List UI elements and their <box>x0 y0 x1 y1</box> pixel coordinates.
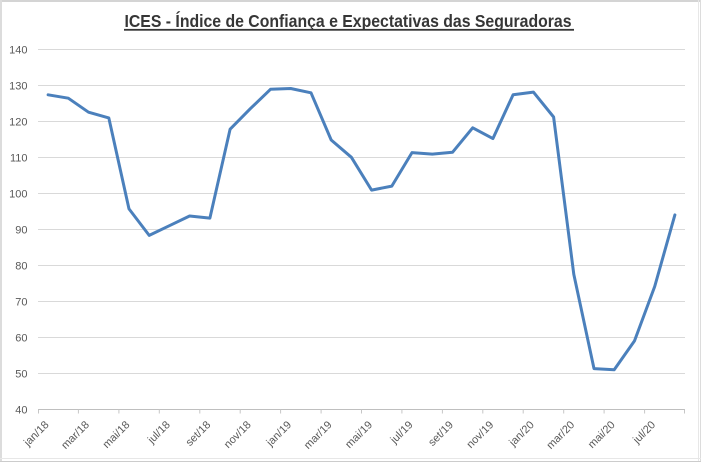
svg-text:jul/19: jul/19 <box>388 419 416 447</box>
svg-text:nov/18: nov/18 <box>222 419 254 451</box>
svg-text:mai/20: mai/20 <box>586 419 618 451</box>
svg-text:jan/18: jan/18 <box>21 419 51 449</box>
svg-text:ICES - Índice de Confiança e E: ICES - Índice de Confiança e Expectativa… <box>125 10 572 31</box>
svg-text:jul/18: jul/18 <box>145 419 173 447</box>
svg-text:set/18: set/18 <box>184 419 214 449</box>
svg-text:130: 130 <box>9 81 27 93</box>
svg-text:jul/20: jul/20 <box>630 419 658 447</box>
svg-text:50: 50 <box>15 369 27 381</box>
svg-text:90: 90 <box>15 225 27 237</box>
svg-text:100: 100 <box>9 189 27 201</box>
svg-text:nov/19: nov/19 <box>464 419 496 451</box>
svg-text:40: 40 <box>15 405 27 417</box>
svg-text:mar/20: mar/20 <box>545 419 578 452</box>
svg-text:jan/20: jan/20 <box>506 419 536 449</box>
svg-text:70: 70 <box>15 297 27 309</box>
svg-text:110: 110 <box>10 153 28 165</box>
svg-text:mai/19: mai/19 <box>343 419 375 451</box>
svg-text:120: 120 <box>9 117 27 129</box>
svg-text:set/19: set/19 <box>426 419 456 449</box>
svg-text:140: 140 <box>9 45 27 57</box>
svg-text:60: 60 <box>15 333 27 345</box>
svg-text:mar/18: mar/18 <box>59 419 92 452</box>
svg-text:80: 80 <box>15 261 27 273</box>
svg-text:mar/19: mar/19 <box>302 419 335 452</box>
svg-text:mai/18: mai/18 <box>101 419 133 451</box>
svg-text:jan/19: jan/19 <box>264 419 294 449</box>
